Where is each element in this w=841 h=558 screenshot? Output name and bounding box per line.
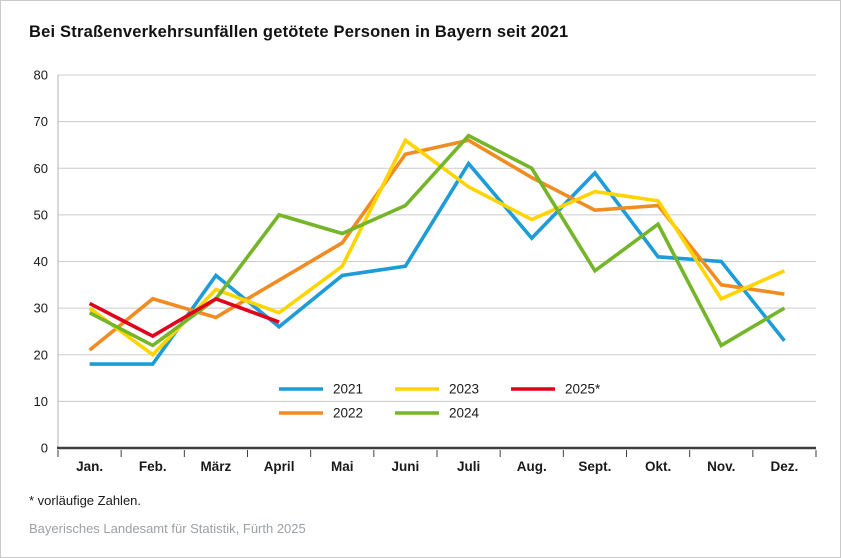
y-axis-label-0: 0 [41, 441, 48, 456]
legend-item-2024: 2024 [395, 406, 480, 421]
legend-label-2021: 2021 [333, 382, 363, 397]
x-axis-label-5: Mai [331, 459, 354, 474]
y-axis-label-30: 30 [34, 301, 48, 316]
legend-label-2024: 2024 [449, 406, 480, 421]
legend-item-2022: 2022 [279, 406, 363, 421]
y-axis-label-70: 70 [34, 114, 48, 129]
legend-item-2025: 2025* [511, 382, 601, 397]
x-axis-label-9: Sept. [578, 459, 611, 474]
legend-item-2021: 2021 [279, 382, 363, 397]
legend-label-2025: 2025* [565, 382, 601, 397]
series-line-2021 [89, 160, 786, 366]
x-axis-label-11: Nov. [707, 459, 735, 474]
legend-label-2022: 2022 [333, 406, 363, 421]
legend-item-2023: 2023 [395, 382, 479, 397]
y-axis-label-10: 10 [34, 394, 48, 409]
y-axis-label-50: 50 [34, 207, 48, 222]
y-axis-label-60: 60 [34, 161, 48, 176]
x-axis-label-12: Dez. [771, 459, 799, 474]
series-line-2025 [88, 296, 280, 339]
x-axis-label-2: Feb. [139, 459, 167, 474]
x-axis-label-8: Aug. [517, 459, 547, 474]
series-line-2023 [88, 137, 786, 358]
x-axis-label-3: März [201, 459, 232, 474]
source-attribution: Bayerisches Landesamt für Statistik, Für… [29, 521, 306, 536]
x-axis-label-4: April [264, 459, 295, 474]
y-axis-label-40: 40 [34, 254, 48, 269]
x-axis-label-1: Jan. [76, 459, 103, 474]
x-axis-label-10: Okt. [645, 459, 671, 474]
footnote: * vorläufige Zahlen. [29, 493, 142, 508]
chart-title: Bei Straßenverkehrsunfällen getötete Per… [29, 23, 569, 41]
series-line-2024 [88, 133, 786, 348]
y-axis-label-20: 20 [34, 347, 48, 362]
x-axis-label-6: Juni [392, 459, 420, 474]
x-axis-label-7: Juli [457, 459, 480, 474]
legend-label-2023: 2023 [449, 382, 479, 397]
y-axis-label-80: 80 [34, 68, 48, 83]
